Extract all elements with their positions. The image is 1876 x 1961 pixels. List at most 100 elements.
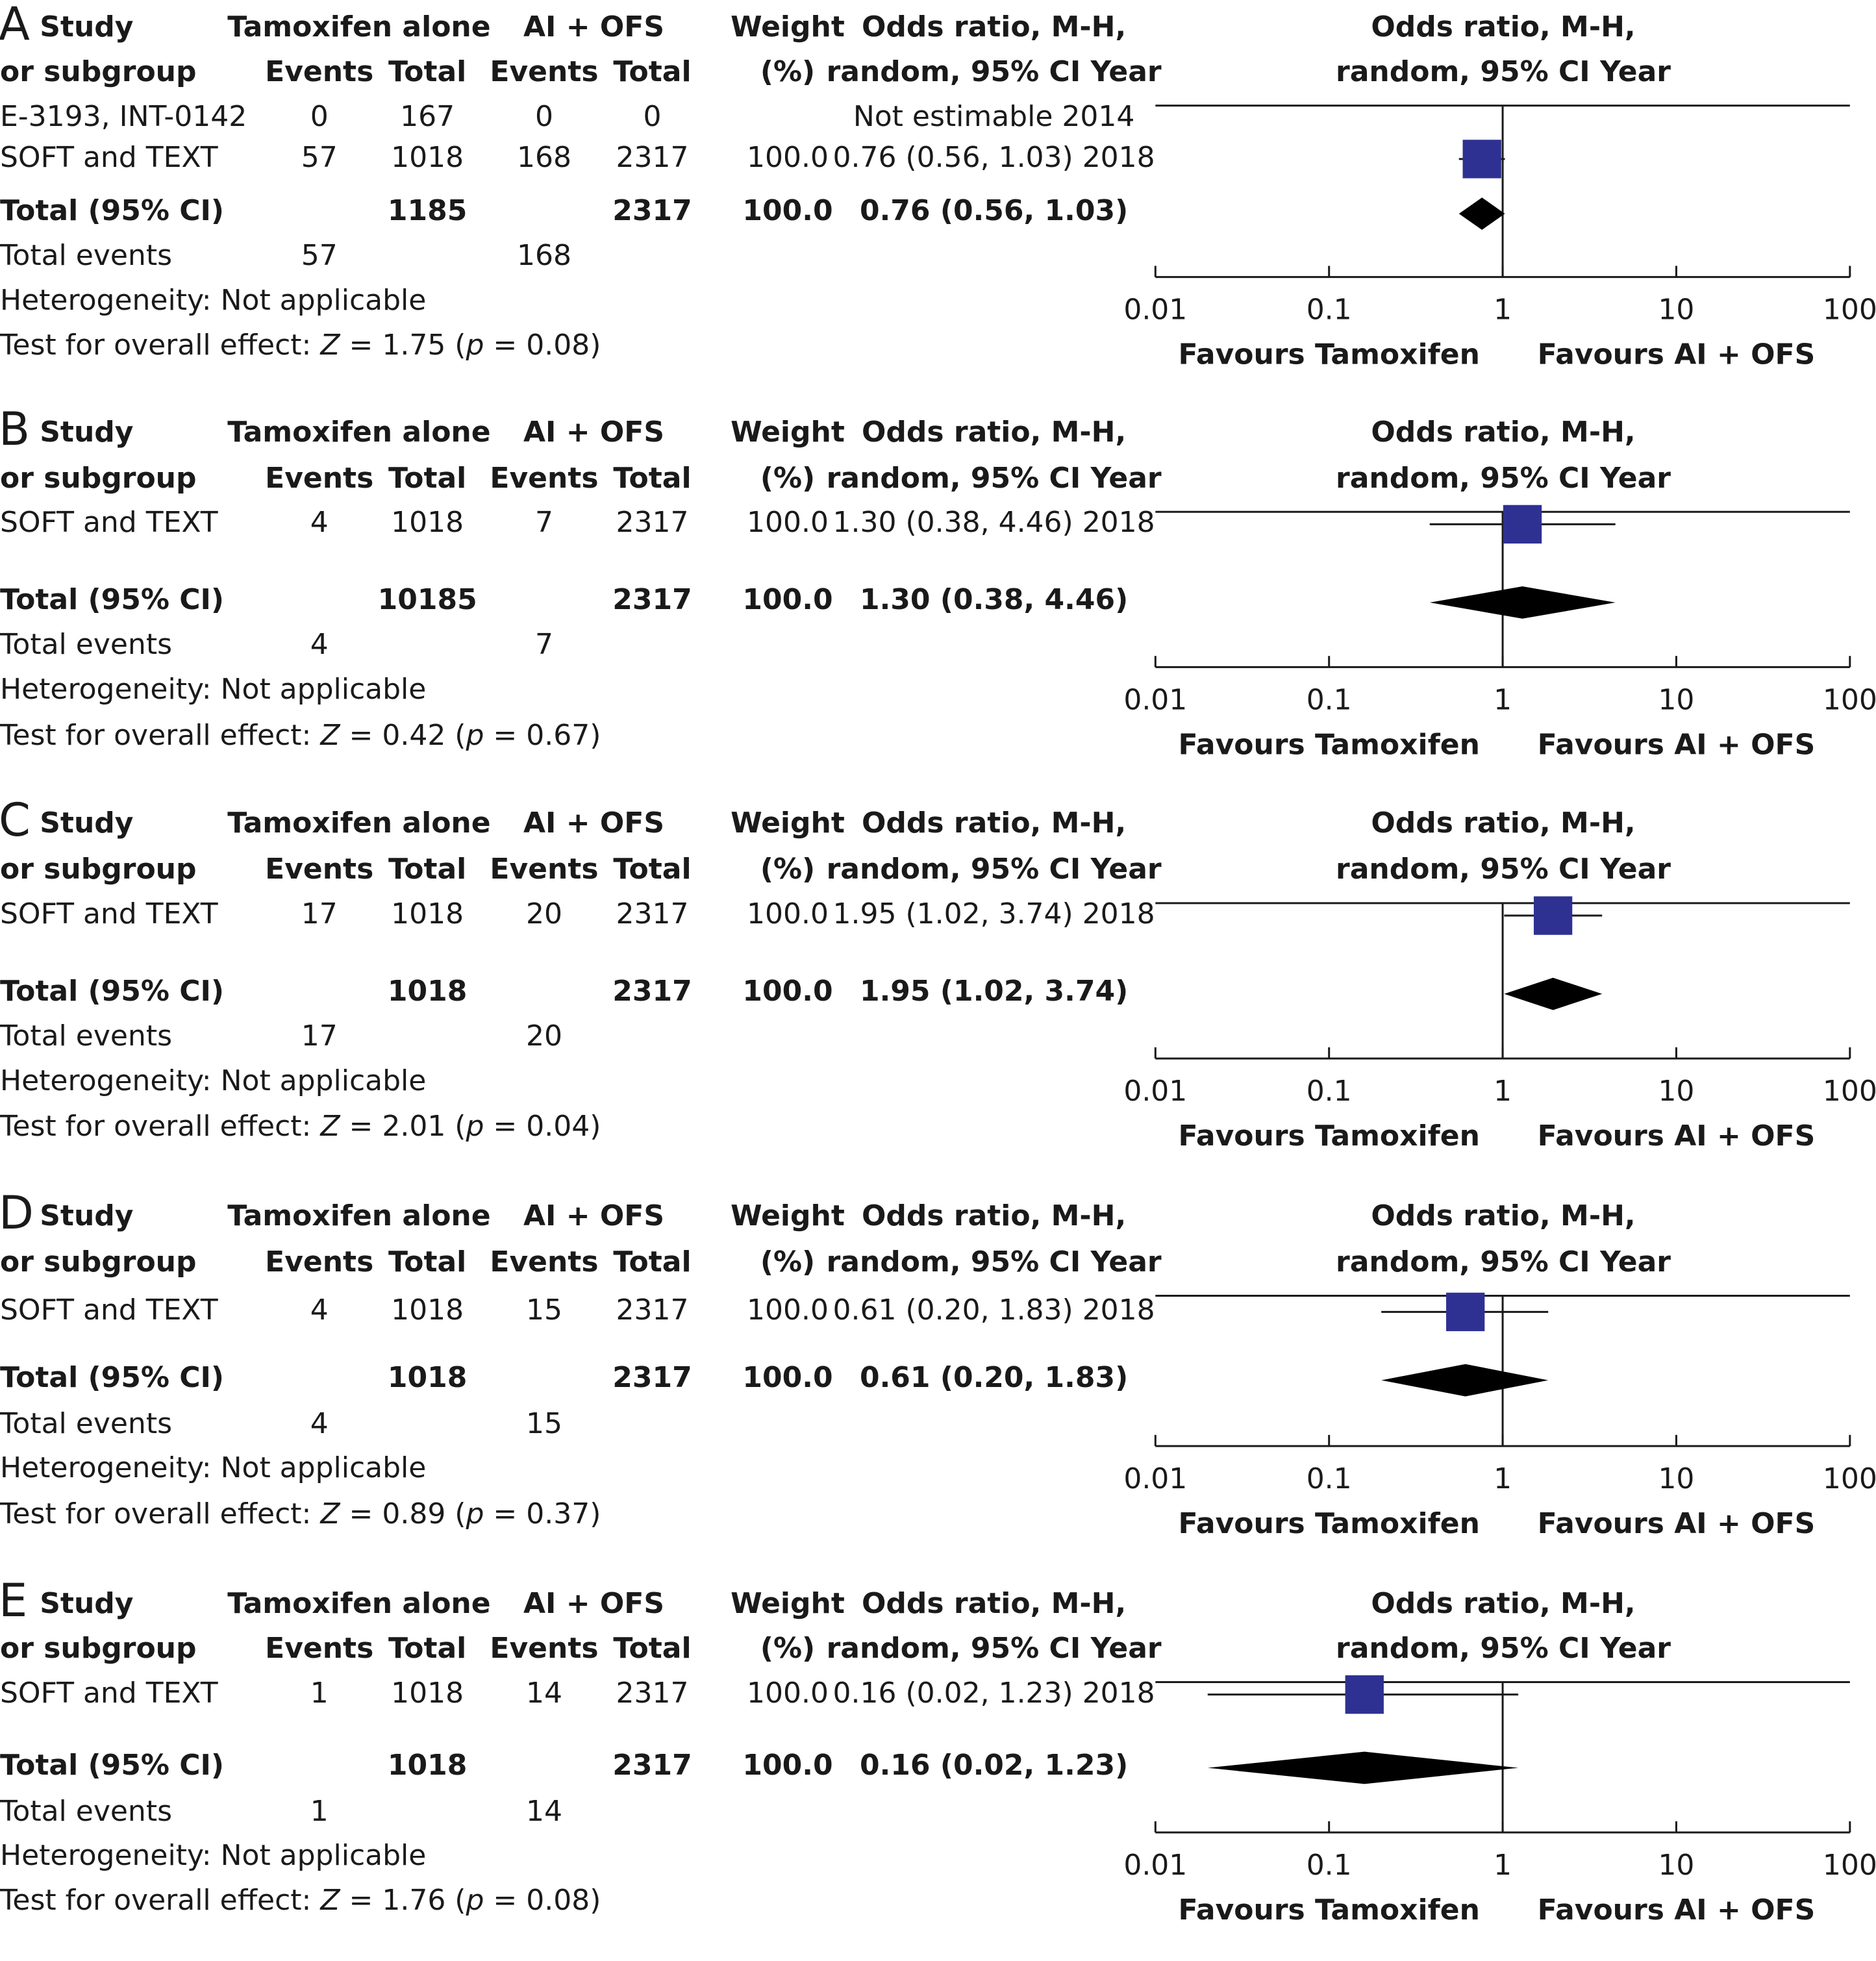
header-weight-unit: (%)	[760, 55, 816, 88]
overall-effect-p: p	[466, 328, 484, 362]
study-total-2: 0	[643, 99, 662, 133]
total-n-1: 1185	[387, 194, 468, 228]
header-subgroup: or subgroup	[0, 1631, 197, 1665]
header-subgroup: or subgroup	[0, 1245, 197, 1279]
study-total-1: 1018	[391, 897, 464, 931]
x-tick-label: 100	[1823, 683, 1876, 716]
panel-letter: A	[0, 0, 30, 51]
overall-effect-pval: = 0.04)	[484, 1110, 601, 1143]
study-ci: 1.30 (0.38, 4.46) 2018	[832, 506, 1155, 540]
total-n-2: 2317	[612, 194, 692, 228]
header-events-2: Events	[490, 1631, 599, 1665]
header-weight-unit: (%)	[760, 461, 816, 495]
header-weight: Weight	[731, 1199, 845, 1233]
total-events-label: Total events	[0, 627, 172, 661]
total-ci: 0.16 (0.02, 1.23)	[859, 1748, 1129, 1782]
overall-effect-zval: = 1.76 (	[340, 1884, 466, 1917]
study-total-1: 1018	[391, 506, 464, 540]
study-total-2: 2317	[616, 140, 689, 174]
x-tick-label: 1	[1494, 1849, 1512, 1882]
heterogeneity: Heterogeneity: Not applicable	[0, 284, 427, 317]
plot-header-or: Odds ratio, M-H,	[1371, 806, 1636, 840]
total-events-label: Total events	[0, 1794, 172, 1828]
pooled-effect-diamond	[1207, 1751, 1519, 1784]
heterogeneity: Heterogeneity: Not applicable	[0, 1451, 427, 1485]
plot-header-or: Odds ratio, M-H,	[1371, 1199, 1636, 1233]
favours-left-label: Favours Tamoxifen	[1178, 728, 1480, 761]
overall-effect-test: Test for overall effect: Z = 0.89 (p = 0…	[0, 1500, 601, 1529]
pooled-effect-diamond	[1381, 1364, 1549, 1397]
total-events-1: 4	[310, 1406, 329, 1440]
total-weight: 100.0	[742, 194, 833, 228]
x-tick-label: 0.1	[1307, 1462, 1352, 1495]
pooled-effect-diamond	[1504, 977, 1603, 1010]
study-total-1: 167	[400, 99, 455, 133]
header-group2: AI + OFS	[523, 415, 665, 449]
panel-letter: E	[0, 1573, 28, 1627]
header-weight-unit: (%)	[760, 1245, 816, 1279]
header-total-2: Total	[613, 1631, 692, 1665]
study-name: SOFT and TEXT	[0, 1293, 218, 1327]
total-weight: 100.0	[742, 583, 833, 617]
study-ci: 1.95 (1.02, 3.74) 2018	[832, 897, 1155, 931]
study-events-1: 0	[310, 99, 329, 133]
study-name: SOFT and TEXT	[0, 140, 218, 174]
header-study: Study	[40, 415, 134, 449]
favours-right-label: Favours AI + OFS	[1538, 1507, 1816, 1540]
favours-right-label: Favours AI + OFS	[1538, 1119, 1816, 1153]
study-events-1: 4	[310, 1293, 329, 1327]
header-total-2: Total	[613, 853, 692, 886]
total-events-1: 17	[301, 1019, 338, 1053]
header-study: Study	[40, 1199, 134, 1233]
header-group1: Tamoxifen alone	[227, 415, 491, 449]
study-events-1: 4	[310, 506, 329, 540]
overall-effect-pval: = 0.67)	[484, 718, 601, 752]
overall-effect-prefix: Test for overall effect:	[0, 1110, 321, 1143]
header-weight: Weight	[731, 10, 845, 44]
total-ci: 1.30 (0.38, 4.46)	[859, 583, 1129, 617]
header-weight: Weight	[731, 806, 845, 840]
x-tick-label: 100	[1823, 1849, 1876, 1882]
header-subgroup: or subgroup	[0, 853, 197, 886]
study-total-1: 1018	[391, 1293, 464, 1327]
header-study: Study	[40, 806, 134, 840]
favours-left-label: Favours Tamoxifen	[1178, 338, 1480, 371]
overall-effect-p: p	[466, 1884, 484, 1917]
forest-plot-d: 0.01 0.1 1 10 100 Favours Tamoxifen Favours AI…	[1123, 1292, 1876, 1540]
total-events-label: Total events	[0, 1019, 172, 1053]
header-study: Study	[40, 1586, 134, 1620]
study-weight: 100.0	[747, 1293, 829, 1327]
forest-plot-b: 0.01 0.1 1 10 100 Favours Tamoxifen Favours AI…	[1123, 505, 1876, 761]
x-tick-label: 0.01	[1123, 1075, 1187, 1108]
overall-effect-test: Test for overall effect: Z = 1.76 (p = 0…	[0, 1886, 601, 1915]
header-events-1: Events	[265, 55, 374, 88]
total-n-1: 1018	[387, 1748, 468, 1782]
overall-effect-zval: = 0.89 (	[340, 1497, 466, 1531]
header-study: Study	[40, 10, 134, 44]
forest-panel-d: D Study or subgroup Tamoxifen alone AI + OFS…	[0, 1177, 1876, 1569]
total-n-2: 2317	[612, 583, 692, 617]
x-tick-label: 100	[1823, 1462, 1876, 1495]
plot-header-method: random, 95% CI Year	[1336, 461, 1671, 495]
header-events-2: Events	[490, 853, 599, 886]
total-n-2: 2317	[612, 1748, 692, 1782]
overall-effect-p: p	[466, 718, 484, 752]
header-or: Odds ratio, M-H,	[861, 415, 1127, 449]
x-tick-label: 1	[1494, 683, 1512, 716]
x-tick-label: 0.01	[1123, 1849, 1187, 1882]
header-or: Odds ratio, M-H,	[861, 1586, 1127, 1620]
header-total-2: Total	[613, 55, 692, 88]
x-tick-label: 10	[1658, 1075, 1694, 1108]
header-group1: Tamoxifen alone	[227, 806, 491, 840]
study-effect-square	[1533, 896, 1573, 935]
total-weight: 100.0	[742, 1360, 833, 1394]
overall-effect-z: Z	[320, 1110, 340, 1143]
favours-left-label: Favours Tamoxifen	[1178, 1507, 1480, 1540]
header-group2: AI + OFS	[523, 1199, 665, 1233]
overall-effect-z: Z	[320, 328, 340, 362]
overall-effect-z: Z	[320, 718, 340, 752]
study-events-2: 168	[517, 140, 571, 174]
heterogeneity: Heterogeneity: Not applicable	[0, 672, 427, 706]
header-or: Odds ratio, M-H,	[861, 10, 1127, 44]
header-subgroup: or subgroup	[0, 461, 197, 495]
